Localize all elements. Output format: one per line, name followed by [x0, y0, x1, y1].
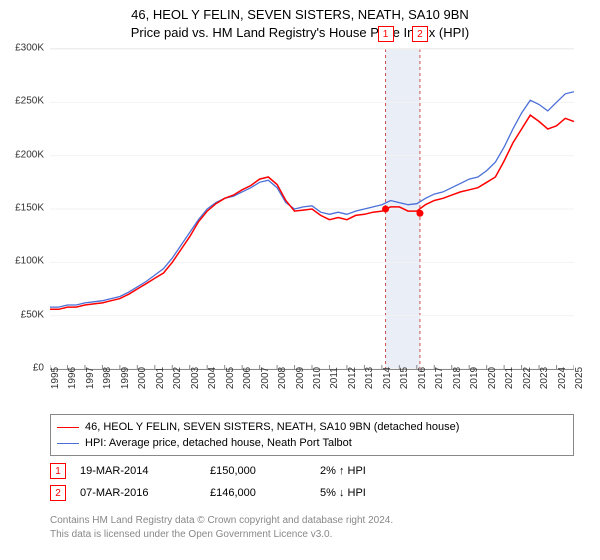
- x-tick-label: 2019: [469, 367, 480, 389]
- x-tick-label: 2025: [574, 367, 585, 389]
- x-tick-label: 2008: [277, 367, 288, 389]
- chart-titles: 46, HEOL Y FELIN, SEVEN SISTERS, NEATH, …: [0, 0, 600, 41]
- line-chart-svg: [50, 48, 574, 370]
- chart-area: £0£50K£100K£150K£200K£250K£300K 19951996…: [50, 48, 574, 368]
- sale-diff: 5% ↓ HPI: [320, 487, 440, 499]
- legend-item: HPI: Average price, detached house, Neat…: [57, 435, 567, 451]
- y-tick-label: £100K: [15, 256, 44, 267]
- x-tick-label: 2020: [487, 367, 498, 389]
- sale-marker-top: 1: [378, 26, 394, 42]
- x-tick-label: 2005: [225, 367, 236, 389]
- sale-date: 19-MAR-2014: [80, 465, 210, 477]
- x-tick-label: 2023: [539, 367, 550, 389]
- x-tick-label: 2010: [312, 367, 323, 389]
- x-tick-label: 2001: [155, 367, 166, 389]
- x-tick-label: 2021: [504, 367, 515, 389]
- x-tick-label: 2018: [452, 367, 463, 389]
- x-tick-label: 1999: [120, 367, 131, 389]
- footer-line-2: This data is licensed under the Open Gov…: [50, 528, 574, 542]
- y-tick-label: £50K: [21, 309, 44, 320]
- x-tick-label: 2002: [172, 367, 183, 389]
- y-tick-label: £300K: [15, 43, 44, 54]
- sale-marker-icon: 1: [50, 463, 66, 479]
- x-tick-label: 2024: [557, 367, 568, 389]
- legend-label: 46, HEOL Y FELIN, SEVEN SISTERS, NEATH, …: [85, 421, 459, 433]
- sale-row: 2 07-MAR-2016£146,0005% ↓ HPI: [50, 482, 574, 504]
- x-tick-label: 2015: [399, 367, 410, 389]
- x-tick-label: 2003: [190, 367, 201, 389]
- sale-row: 1 19-MAR-2014£150,0002% ↑ HPI: [50, 460, 574, 482]
- x-tick-label: 2004: [207, 367, 218, 389]
- x-tick-label: 2009: [295, 367, 306, 389]
- sales-table: 1 19-MAR-2014£150,0002% ↑ HPI 2 07-MAR-2016…: [50, 460, 574, 504]
- x-tick-label: 2012: [347, 367, 358, 389]
- x-tick-label: 2013: [364, 367, 375, 389]
- sale-price: £146,000: [210, 487, 320, 499]
- sale-marker-icon: 2: [50, 485, 66, 501]
- y-tick-label: £200K: [15, 149, 44, 160]
- sale-date: 07-MAR-2016: [80, 487, 210, 499]
- sale-price: £150,000: [210, 465, 320, 477]
- x-tick-label: 2017: [434, 367, 445, 389]
- footer-attribution: Contains HM Land Registry data © Crown c…: [50, 514, 574, 541]
- title-line-2: Price paid vs. HM Land Registry's House …: [0, 24, 600, 42]
- legend-item: 46, HEOL Y FELIN, SEVEN SISTERS, NEATH, …: [57, 419, 567, 435]
- x-tick-label: 2011: [329, 367, 340, 389]
- x-tick-label: 1996: [67, 367, 78, 389]
- x-tick-label: 2022: [522, 367, 533, 389]
- legend-swatch: [57, 443, 79, 444]
- x-tick-label: 2016: [417, 367, 428, 389]
- legend-swatch: [57, 427, 79, 428]
- y-tick-label: £0: [33, 363, 44, 374]
- x-tick-label: 2014: [382, 367, 393, 389]
- sale-marker-top: 2: [412, 26, 428, 42]
- y-tick-label: £250K: [15, 96, 44, 107]
- title-line-1: 46, HEOL Y FELIN, SEVEN SISTERS, NEATH, …: [0, 6, 600, 24]
- x-tick-label: 2000: [137, 367, 148, 389]
- sale-diff: 2% ↑ HPI: [320, 465, 440, 477]
- x-tick-label: 2006: [242, 367, 253, 389]
- x-tick-label: 1995: [50, 367, 61, 389]
- x-tick-label: 1998: [102, 367, 113, 389]
- x-tick-label: 2007: [260, 367, 271, 389]
- footer-line-1: Contains HM Land Registry data © Crown c…: [50, 514, 574, 528]
- legend-label: HPI: Average price, detached house, Neat…: [85, 437, 352, 449]
- legend: 46, HEOL Y FELIN, SEVEN SISTERS, NEATH, …: [50, 414, 574, 456]
- x-tick-label: 1997: [85, 367, 96, 389]
- y-tick-label: £150K: [15, 203, 44, 214]
